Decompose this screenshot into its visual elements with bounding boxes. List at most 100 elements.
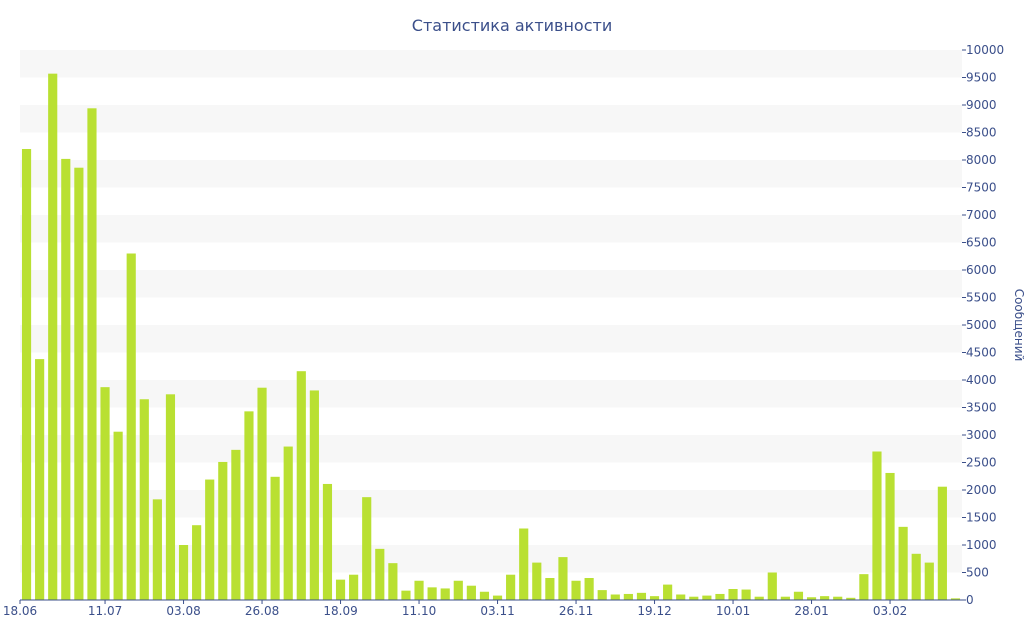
y-tick-label: 8000: [966, 153, 997, 167]
grid-band: [20, 325, 962, 353]
bar: [113, 431, 123, 600]
y-axis-label: Сообщений: [1012, 289, 1024, 362]
y-tick-label: 9000: [966, 98, 997, 112]
bar: [178, 545, 189, 600]
bar: [584, 578, 594, 600]
bar: [440, 588, 450, 600]
bar: [597, 590, 607, 600]
y-tick-label: 3500: [966, 401, 997, 415]
bar: [466, 585, 476, 600]
grid-band: [20, 215, 962, 243]
bar: [636, 592, 647, 600]
grid-band: [20, 545, 962, 573]
bar: [453, 580, 463, 600]
bar: [610, 594, 620, 600]
bar: [231, 449, 241, 600]
x-tick-label: 03.11: [480, 604, 514, 618]
bar: [937, 486, 947, 600]
bar: [754, 596, 764, 600]
x-tick-label: 26.08: [245, 604, 279, 618]
y-tick-label: 4500: [966, 346, 997, 360]
x-axis-ticks: 18.06 11.07 03.08 26.08 18.09 11.10 03.11 26.11…: [3, 600, 907, 618]
x-tick-label: 11.10: [402, 604, 436, 618]
bar: [492, 595, 503, 600]
bar: [702, 595, 712, 600]
bar: [205, 479, 215, 600]
bar: [48, 73, 58, 600]
bar: [74, 167, 84, 600]
bar: [506, 574, 516, 600]
bar: [192, 525, 202, 600]
bar: [388, 563, 398, 600]
y-tick-label: 2500: [966, 456, 997, 470]
bar: [126, 253, 136, 600]
chart-title: Статистика активности: [412, 16, 612, 35]
x-tick-label: 26.11: [559, 604, 593, 618]
bar: [689, 596, 699, 600]
x-tick-label: 28.01: [794, 604, 828, 618]
y-tick-label: 3000: [966, 428, 997, 442]
y-tick-label: 5000: [966, 318, 997, 332]
bar: [309, 390, 319, 600]
bar: [793, 591, 804, 600]
bar: [87, 108, 97, 601]
bar: [859, 574, 869, 600]
bar: [165, 394, 176, 600]
y-tick-label: 7500: [966, 181, 997, 195]
bar: [335, 579, 346, 600]
bar: [532, 562, 542, 600]
y-tick-label: 500: [966, 566, 989, 580]
x-tick-label: 18.06: [3, 604, 37, 618]
y-tick-label: 7000: [966, 208, 997, 222]
bar: [139, 399, 149, 600]
bar: [100, 387, 110, 600]
grid-bands: [20, 50, 962, 573]
x-tick-label: 03.02: [873, 604, 907, 618]
bar: [715, 593, 725, 600]
bar: [663, 584, 673, 600]
bar: [558, 557, 568, 600]
bar: [61, 158, 71, 600]
bar: [571, 580, 581, 600]
bar: [780, 596, 790, 600]
bar: [427, 587, 437, 600]
x-tick-label: 10.01: [716, 604, 750, 618]
bar: [545, 578, 555, 600]
bar: [152, 499, 162, 600]
bar: [833, 596, 843, 600]
bar: [479, 591, 490, 600]
bar: [414, 580, 424, 600]
y-tick-label: 2000: [966, 483, 997, 497]
y-tick-label: 4000: [966, 373, 997, 387]
y-tick-label: 8500: [966, 126, 997, 140]
grid-band: [20, 50, 962, 78]
bar: [846, 597, 856, 600]
grid-band: [20, 270, 962, 298]
bar: [21, 149, 32, 600]
grid-band: [20, 380, 962, 408]
bar: [649, 596, 660, 600]
bar: [244, 411, 254, 600]
bar: [257, 387, 267, 600]
bar: [872, 451, 882, 600]
bar: [898, 526, 908, 600]
bar: [767, 572, 777, 600]
bar: [741, 589, 751, 600]
bar: [218, 461, 228, 600]
bar: [885, 472, 895, 600]
y-tick-label: 1500: [966, 511, 997, 525]
bar-series: [21, 73, 961, 601]
y-axis-ticks: 0 500 1000 1500 2000 2500 3000 3500 4000 4500 5000…: [962, 43, 1004, 607]
grid-band: [20, 435, 962, 463]
y-tick-label: 6500: [966, 236, 997, 250]
y-tick-label: 10000: [966, 43, 1004, 57]
bar: [362, 497, 372, 600]
bar: [519, 528, 529, 600]
bar: [950, 598, 961, 600]
grid-band: [20, 490, 962, 518]
bar: [375, 548, 385, 600]
x-tick-label: 19.12: [637, 604, 671, 618]
y-tick-label: 5500: [966, 291, 997, 305]
y-tick-label: 6000: [966, 263, 997, 277]
